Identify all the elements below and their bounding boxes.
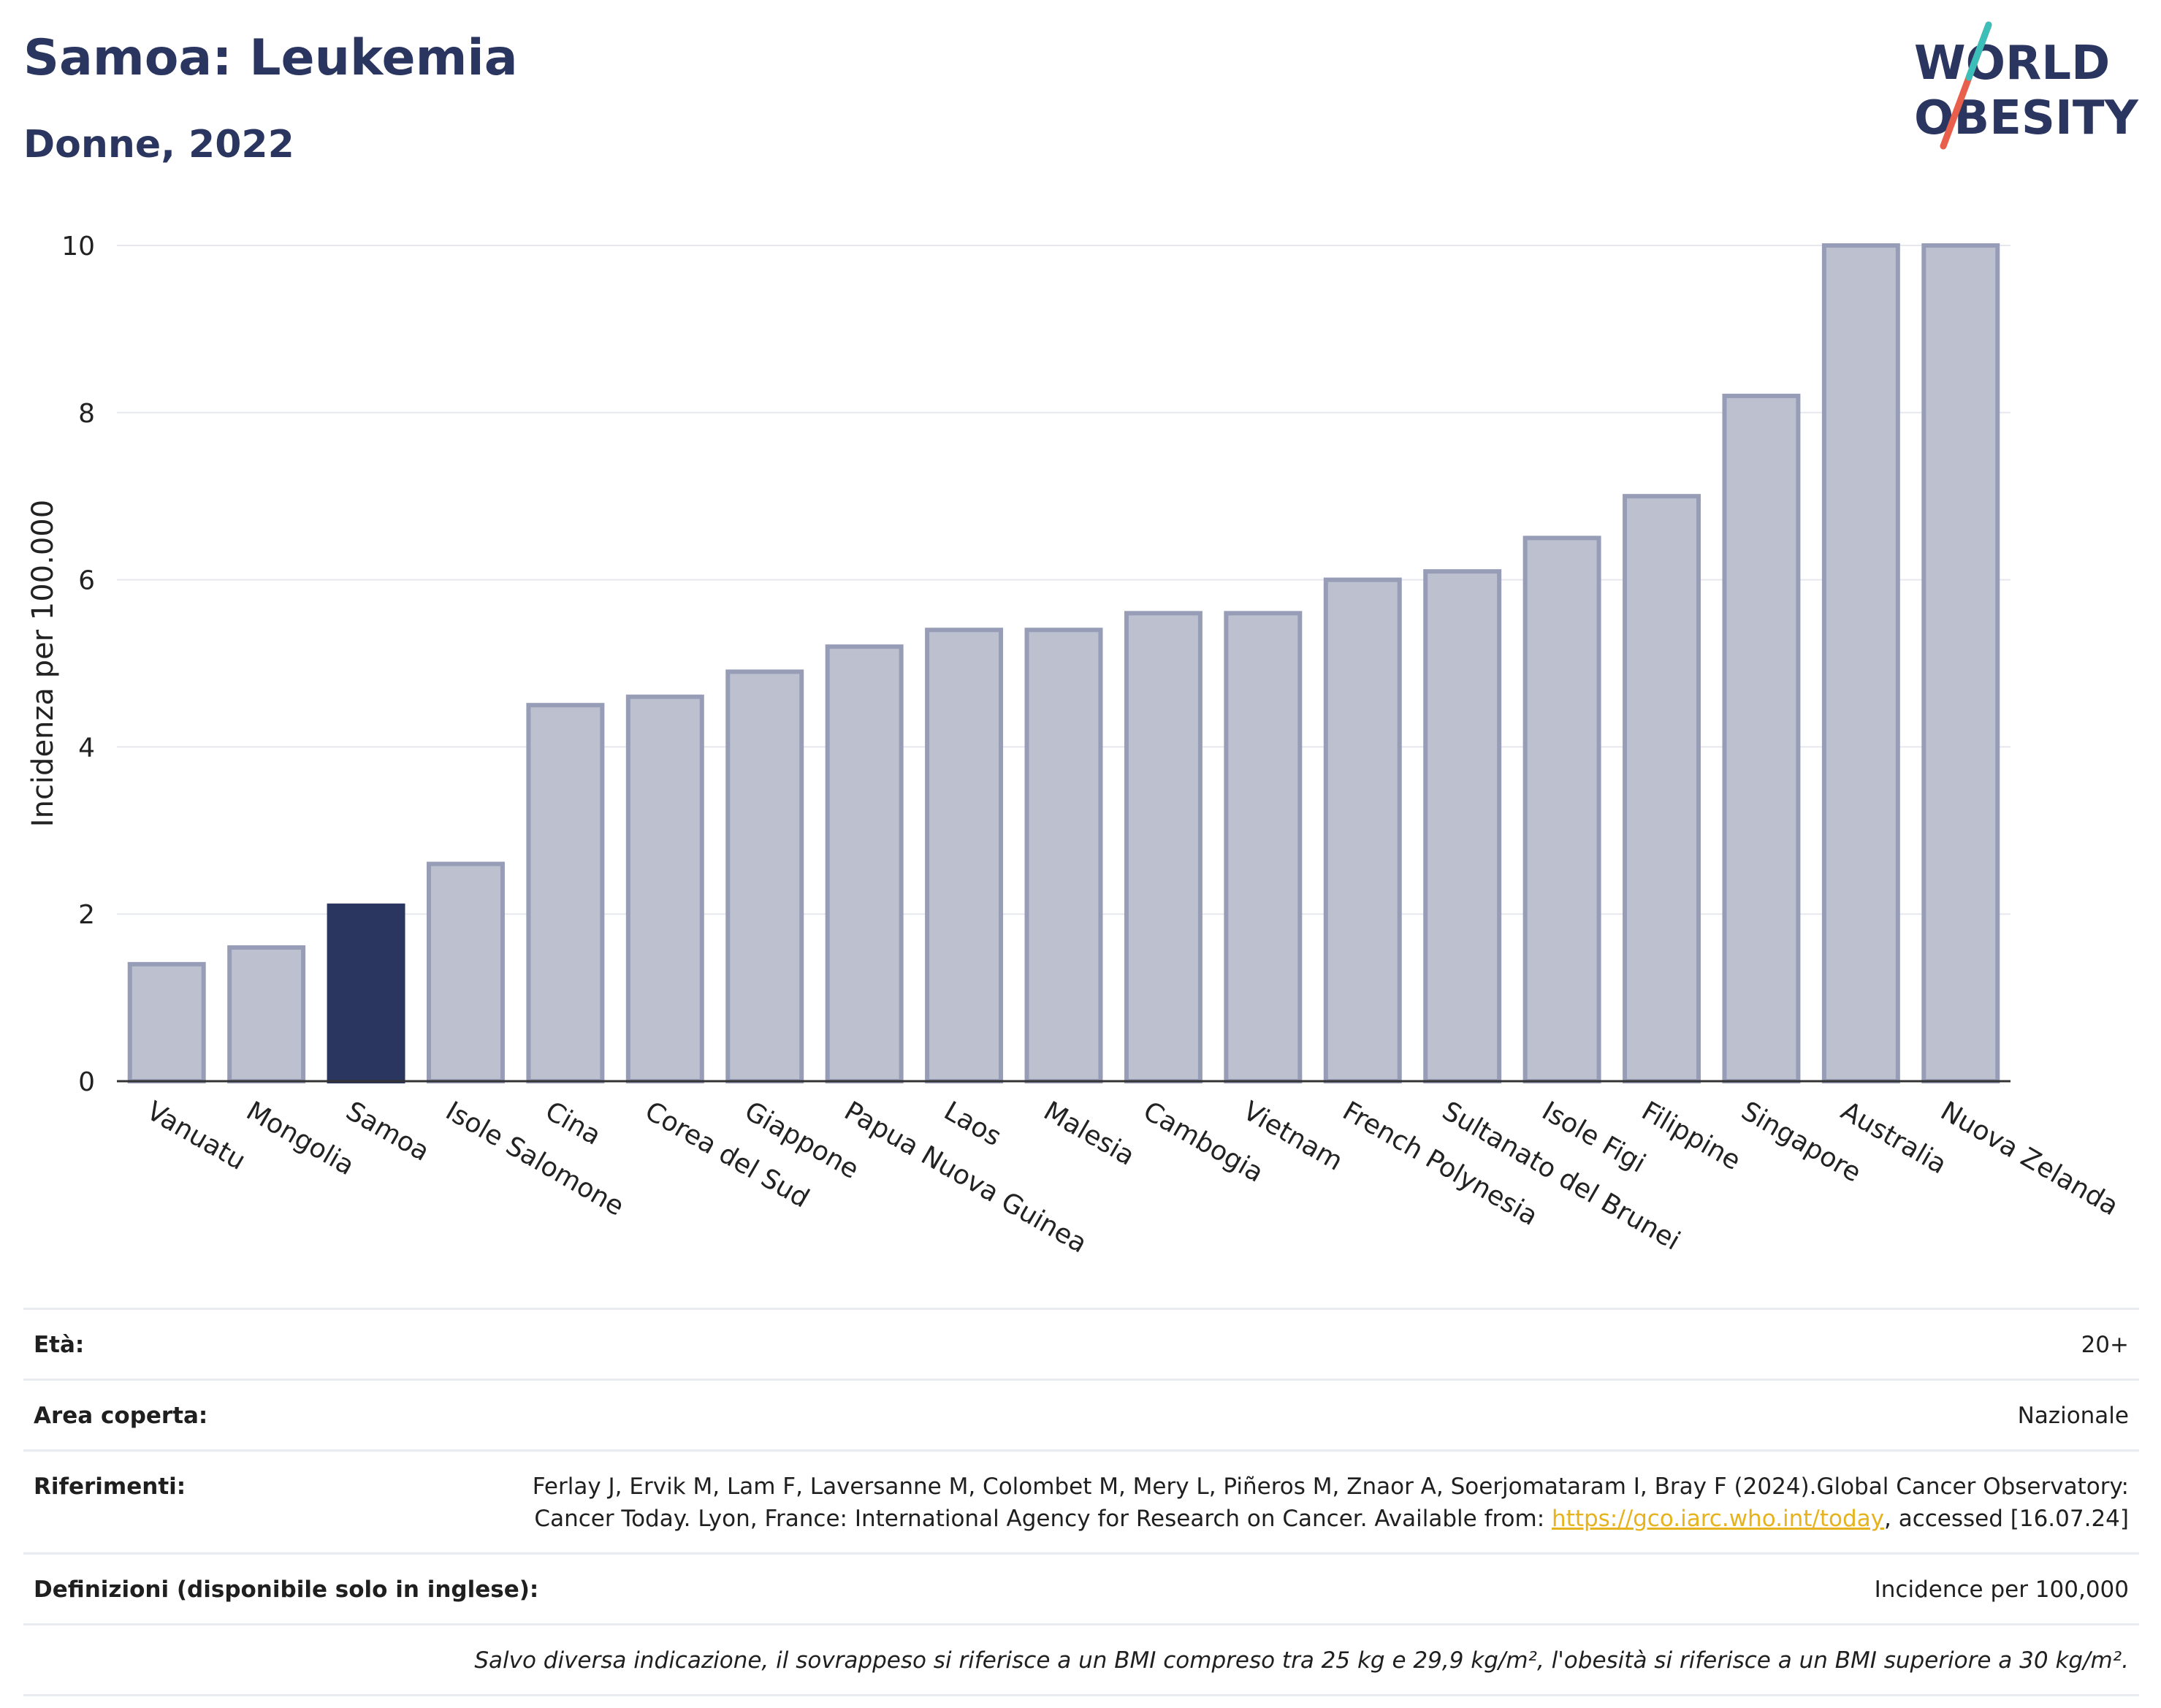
references-link[interactable]: https://gco.iarc.who.int/today	[1552, 1506, 1884, 1532]
y-axis-title: Incidenza per 100.000	[26, 500, 60, 827]
x-tick-label: Nuova Zelanda	[1935, 1096, 2123, 1221]
references-value: Ferlay J, Ervik M, Lam F, Laversanne M, …	[492, 1471, 2129, 1535]
x-tick-label: Mongolia	[241, 1096, 359, 1181]
bars	[127, 243, 2000, 1084]
info-table: Età: 20+ Area coperta: Nazionale Riferim…	[23, 1308, 2139, 1696]
logo-line1: WORLD	[1914, 37, 2110, 91]
bar-mongolia	[227, 945, 306, 1083]
bar-vietnam	[1224, 611, 1303, 1083]
bar-samoa	[327, 903, 405, 1084]
info-row-area: Area coperta: Nazionale	[23, 1379, 2139, 1449]
y-tick-label: 0	[78, 1067, 95, 1097]
bar-corea-del-sud	[625, 694, 704, 1083]
y-tick-labels: 0 2 4 6 8 10	[61, 232, 95, 1097]
bar-french-polynesia	[1323, 577, 1402, 1083]
bar-singapore	[1722, 393, 1801, 1083]
x-tick-label: Corea del Sud	[640, 1096, 815, 1213]
x-tick-label: Cina	[540, 1096, 606, 1151]
x-tick-label: Laos	[939, 1096, 1006, 1152]
references-label: Riferimenti:	[34, 1473, 186, 1500]
x-tick-label: Filippine	[1636, 1096, 1745, 1176]
age-label: Età:	[34, 1332, 85, 1358]
y-tick-label: 6	[78, 566, 95, 596]
x-tick-label: Malesia	[1039, 1096, 1140, 1172]
area-label: Area coperta:	[34, 1403, 208, 1429]
y-tick-label: 2	[78, 900, 95, 930]
page-title: Samoa: Leukemia	[23, 29, 518, 87]
bar-nuova-zelanda	[1921, 243, 2000, 1083]
info-row-note: Salvo diversa indicazione, il sovrappeso…	[23, 1623, 2139, 1696]
info-row-definitions: Definizioni (disponibile solo in inglese…	[23, 1552, 2139, 1623]
y-tick-label: 4	[78, 733, 95, 763]
bar-laos	[925, 628, 1004, 1083]
bar-isole-salomone	[426, 861, 505, 1084]
info-row-age: Età: 20+	[23, 1308, 2139, 1379]
x-tick-label: Isole Salomone	[441, 1096, 629, 1222]
bar-cambogia	[1124, 611, 1203, 1083]
bar-malesia	[1024, 628, 1103, 1083]
y-tick-label: 8	[78, 399, 95, 429]
definitions-label: Definizioni (disponibile solo in inglese…	[34, 1577, 539, 1603]
area-value: Nazionale	[2017, 1403, 2129, 1429]
references-accessed: , accessed [16.07.24]	[1883, 1506, 2129, 1532]
bar-cina	[526, 703, 605, 1083]
bar-sultanato-del-brunei	[1423, 569, 1502, 1083]
bmi-note: Salvo diversa indicazione, il sovrappeso…	[474, 1647, 2129, 1674]
logo-slash-teal	[1965, 21, 1992, 81]
references-text: Ferlay J, Ervik M, Lam F, Laversanne M, …	[532, 1473, 2129, 1532]
bar-australia	[1821, 243, 1900, 1083]
y-tick-label: 10	[61, 232, 95, 262]
bar-isole-figi	[1522, 535, 1601, 1083]
age-value: 20+	[2081, 1332, 2129, 1358]
definitions-value: Incidence per 100,000	[1874, 1577, 2129, 1603]
info-row-references: Riferimenti: Ferlay J, Ervik M, Lam F, L…	[23, 1449, 2139, 1552]
bar-papua-nuova-guinea	[825, 644, 904, 1083]
x-tick-label: Vanuatu	[142, 1096, 251, 1176]
bar-vanuatu	[127, 961, 206, 1083]
world-obesity-logo: WORLD OBESITY	[1914, 21, 2138, 150]
bar-giappone	[725, 669, 804, 1083]
bar-filippine	[1623, 494, 1701, 1083]
page-subtitle: Donne, 2022	[23, 123, 294, 167]
